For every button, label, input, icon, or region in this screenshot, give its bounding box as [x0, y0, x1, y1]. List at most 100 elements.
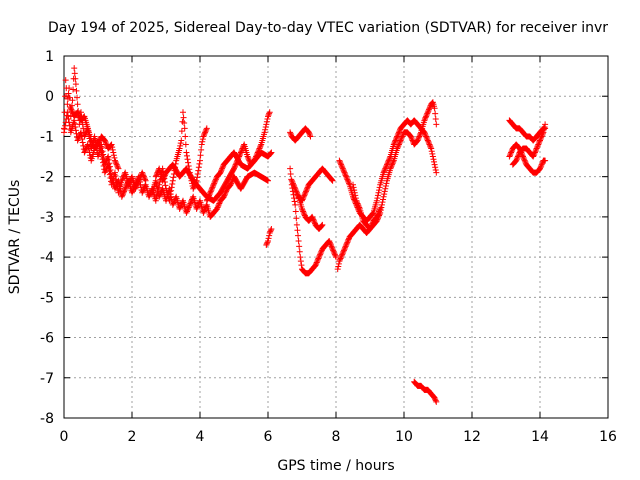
data-point — [84, 141, 91, 148]
data-point — [343, 173, 350, 180]
data-point — [428, 145, 435, 152]
data-point — [112, 172, 119, 179]
data-point — [287, 165, 294, 172]
data-point — [350, 184, 357, 191]
data-point — [408, 134, 415, 141]
data-point — [408, 136, 415, 143]
data-point — [421, 116, 428, 123]
data-point — [376, 187, 383, 194]
data-point — [267, 227, 274, 234]
data-point — [267, 228, 274, 235]
data-point — [394, 132, 401, 139]
data-point — [106, 168, 113, 175]
data-point — [424, 109, 431, 116]
data-point — [388, 162, 395, 169]
data-point — [206, 191, 213, 198]
data-point — [246, 157, 253, 164]
data-point — [114, 164, 121, 171]
data-point — [299, 207, 306, 214]
data-point — [378, 201, 385, 208]
data-point — [339, 251, 346, 258]
data-point — [382, 185, 389, 192]
data-point — [311, 219, 318, 226]
data-point — [193, 205, 200, 212]
data-point — [287, 130, 294, 137]
data-point — [344, 177, 351, 184]
data-point — [267, 150, 274, 157]
data-point — [141, 175, 148, 182]
data-point — [67, 105, 74, 112]
data-point — [76, 113, 83, 120]
data-point — [423, 113, 430, 120]
data-point — [536, 138, 543, 145]
data-point — [304, 184, 311, 191]
data-point — [342, 243, 349, 250]
data-point — [169, 201, 176, 208]
data-point — [291, 195, 298, 202]
data-point — [231, 165, 237, 172]
data-point — [265, 113, 271, 120]
data-point — [299, 205, 305, 212]
data-point — [332, 252, 339, 259]
data-point — [196, 160, 203, 167]
data-point — [68, 102, 75, 109]
data-point — [375, 213, 382, 220]
data-point — [105, 156, 112, 163]
data-point — [66, 94, 73, 101]
data-point — [537, 136, 544, 143]
data-point — [154, 185, 161, 192]
data-point — [183, 149, 190, 156]
data-point — [99, 156, 106, 163]
data-point — [427, 142, 434, 149]
data-point — [314, 258, 321, 265]
data-point — [177, 204, 184, 211]
data-point — [340, 247, 347, 254]
data-point — [295, 232, 302, 239]
data-point — [177, 203, 184, 210]
data-point — [110, 152, 117, 159]
data-point — [221, 192, 228, 199]
data-point — [244, 153, 251, 160]
data-point — [374, 215, 381, 222]
data-point — [300, 208, 307, 215]
data-point — [119, 176, 126, 183]
data-point — [514, 153, 521, 160]
data-point — [339, 250, 346, 257]
data-point — [432, 396, 439, 403]
data-point — [142, 177, 149, 184]
data-point — [200, 133, 207, 140]
data-point — [354, 200, 361, 207]
data-point — [139, 188, 146, 195]
x-tick-label: 0 — [60, 429, 69, 445]
data-point — [85, 146, 92, 153]
x-tick-label: 2 — [128, 429, 137, 445]
data-point — [338, 252, 345, 259]
data-point — [146, 193, 152, 200]
data-point — [507, 150, 514, 157]
y-tick-label: -4 — [40, 250, 54, 266]
data-point — [228, 180, 235, 187]
x-tick-label: 12 — [463, 429, 481, 445]
data-point — [65, 116, 72, 123]
data-point — [126, 180, 133, 187]
data-point — [373, 197, 380, 204]
data-point — [399, 133, 406, 140]
data-point — [126, 179, 133, 186]
data-point — [506, 152, 513, 159]
data-point — [339, 165, 346, 172]
data-point — [390, 141, 397, 148]
data-point — [185, 204, 192, 211]
x-tick-label: 8 — [332, 429, 341, 445]
data-point — [134, 181, 141, 188]
data-point — [342, 172, 349, 179]
data-point — [68, 106, 75, 113]
data-point — [381, 191, 388, 198]
data-point — [211, 180, 218, 187]
data-point — [257, 144, 264, 151]
data-point — [374, 192, 381, 199]
data-point — [113, 160, 120, 167]
data-point — [530, 152, 537, 159]
data-point — [338, 161, 345, 168]
data-point — [345, 179, 352, 186]
data-point — [177, 140, 184, 147]
